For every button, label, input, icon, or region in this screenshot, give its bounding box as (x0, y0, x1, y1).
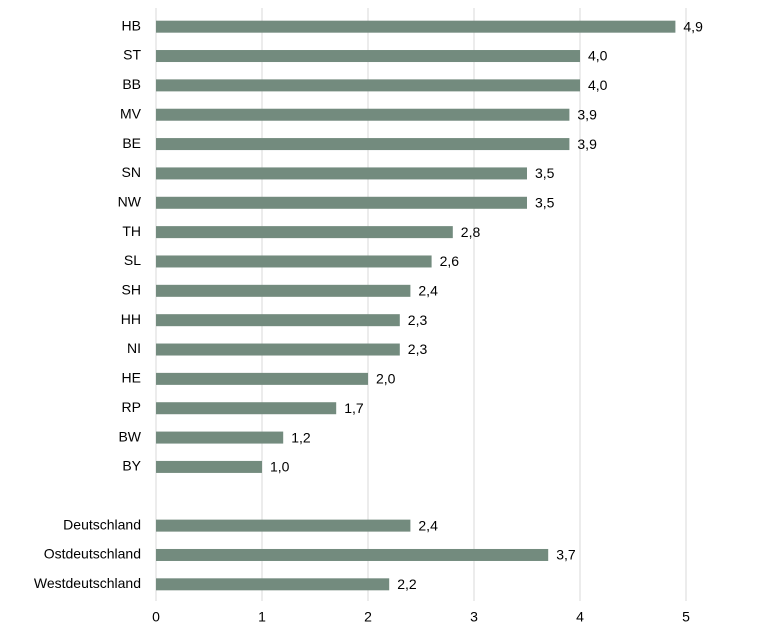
y-tick-label: NI (127, 340, 141, 356)
y-tick-label: SN (122, 164, 141, 180)
bar (156, 431, 284, 444)
x-tick-label: 3 (470, 609, 478, 625)
y-tick-label: ST (123, 47, 141, 63)
bar (156, 50, 580, 63)
x-tick-label: 5 (682, 609, 690, 625)
value-label: 2,3 (408, 312, 428, 328)
y-tick-label: BW (118, 428, 141, 444)
bar (156, 343, 400, 356)
bar (156, 284, 411, 297)
y-tick-label: HB (122, 17, 141, 33)
value-label: 1,0 (270, 459, 290, 475)
y-tick-label: RP (122, 399, 141, 415)
y-tick-label: MV (120, 105, 142, 121)
y-tick-label: BY (122, 458, 141, 474)
bar (156, 20, 676, 33)
bar (156, 167, 527, 180)
y-tick-label: Ostdeutschland (44, 546, 141, 562)
value-label: 2,3 (408, 341, 428, 357)
y-tick-label: Westdeutschland (34, 575, 141, 591)
value-label: 3,5 (535, 165, 555, 181)
bar (156, 460, 262, 473)
value-label: 4,0 (588, 48, 608, 64)
x-tick-label: 4 (576, 609, 584, 625)
bar (156, 226, 453, 239)
y-tick-label: HH (121, 311, 141, 327)
y-tick-label: SL (124, 252, 141, 268)
bar (156, 578, 390, 591)
value-label: 2,4 (418, 517, 438, 533)
value-label: 4,0 (588, 77, 608, 93)
bar (156, 196, 527, 209)
value-label: 3,9 (577, 136, 597, 152)
y-tick-label: BE (122, 135, 141, 151)
y-tick-label: Deutschland (63, 516, 141, 532)
x-tick-label: 1 (258, 609, 266, 625)
y-tick-label: NW (118, 193, 142, 209)
x-tick-label: 0 (152, 609, 160, 625)
value-label: 1,2 (291, 429, 311, 445)
y-tick-label: TH (122, 223, 141, 239)
bar (156, 548, 549, 561)
value-label: 2,4 (418, 283, 438, 299)
bar (156, 372, 368, 385)
value-label: 3,7 (556, 547, 576, 563)
value-label: 2,6 (440, 253, 460, 269)
y-tick-label: SH (122, 282, 141, 298)
bar (156, 402, 337, 415)
bar (156, 255, 432, 268)
value-label: 3,9 (577, 106, 597, 122)
value-label: 4,9 (683, 18, 703, 34)
y-tick-label: HE (122, 370, 141, 386)
value-label: 3,5 (535, 194, 555, 210)
bar (156, 79, 580, 92)
value-label: 2,2 (397, 576, 417, 592)
x-tick-label: 2 (364, 609, 372, 625)
value-label: 1,7 (344, 400, 364, 416)
y-tick-label: BB (122, 76, 141, 92)
value-label: 2,8 (461, 224, 481, 240)
bar (156, 314, 400, 327)
bar (156, 519, 411, 532)
bar (156, 138, 570, 151)
bar (156, 108, 570, 121)
value-label: 2,0 (376, 371, 396, 387)
